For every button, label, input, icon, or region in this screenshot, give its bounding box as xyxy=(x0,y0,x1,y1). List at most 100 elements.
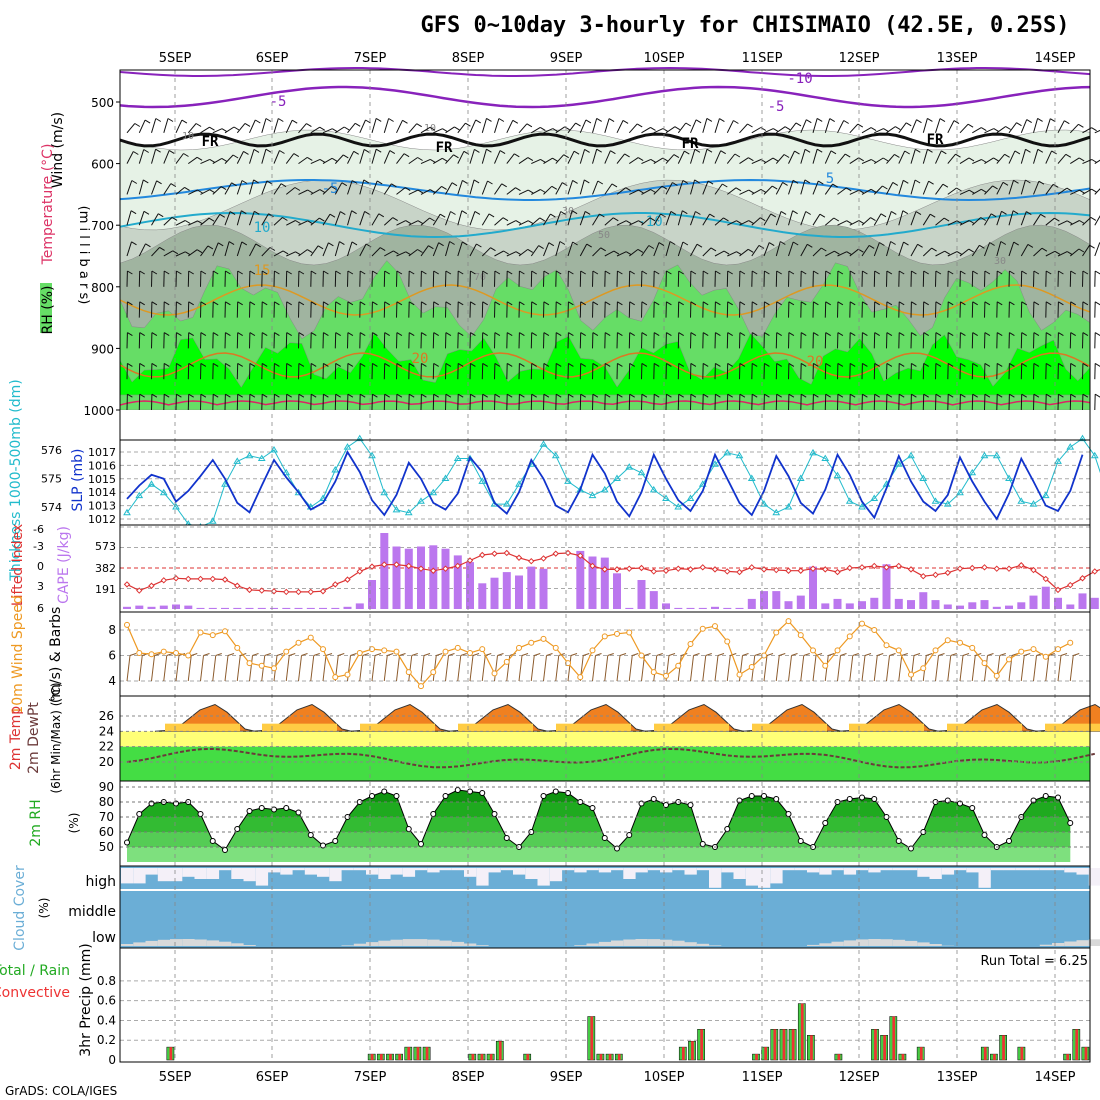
wind-barb xyxy=(788,122,797,134)
precip-conv-bar xyxy=(764,1047,767,1060)
rh-line-point xyxy=(981,832,988,838)
wind-speed-line-point xyxy=(430,669,437,676)
surface-barb xyxy=(310,655,315,682)
wind-barb-flag xyxy=(844,153,851,158)
wind-barb-flag xyxy=(882,157,889,162)
wind-barb-flag xyxy=(641,301,648,306)
wind-barb-flag xyxy=(800,393,807,398)
wind-barb-flag xyxy=(584,148,590,153)
wind-barb-flag xyxy=(1091,159,1098,163)
wind-barb-flag xyxy=(968,220,975,224)
wind-barb xyxy=(420,158,431,165)
wind-barb-flag xyxy=(898,362,905,367)
cloud-low-gap xyxy=(439,940,452,946)
wind-barb-flag xyxy=(751,393,758,398)
wind-barb-flag xyxy=(1054,250,1061,255)
wind-barb-flag xyxy=(476,243,482,248)
cape-bar xyxy=(576,550,585,609)
surface-barb-flag xyxy=(227,653,235,656)
wind-barb-flag xyxy=(682,179,689,184)
slp-tick-label: 1012 xyxy=(88,513,116,526)
wind-barb-flag xyxy=(739,393,746,398)
wind-barb-flag xyxy=(658,242,665,247)
wind-barb-flag xyxy=(849,301,856,306)
wind-barb-flag xyxy=(527,248,534,253)
precip-conv-bar xyxy=(407,1047,411,1060)
wind-barb-flag xyxy=(960,270,966,275)
wind-barb-flag xyxy=(858,220,865,225)
wind-barb xyxy=(690,149,696,164)
wind-barb xyxy=(886,182,894,195)
cape-tick-label: 382 xyxy=(95,562,116,575)
wind-barb-flag xyxy=(457,362,464,367)
wind-barb xyxy=(579,119,587,133)
thickness-line-point xyxy=(637,468,646,476)
wind-barb-flag xyxy=(1025,179,1031,184)
precip-conv-bar xyxy=(810,1035,813,1060)
cloud-level-label: middle xyxy=(68,904,116,920)
wind-barb-flag xyxy=(650,158,657,163)
cloud-low-gap xyxy=(157,939,171,946)
slp-line xyxy=(126,450,1084,521)
rh-tick-label: 90 xyxy=(99,780,114,794)
wind-barb-flag xyxy=(573,150,580,155)
wind-barb-flag xyxy=(159,246,165,251)
wind-barb xyxy=(788,210,794,226)
wind-barb xyxy=(334,154,344,164)
surface-barb xyxy=(200,655,204,682)
wind-barb xyxy=(567,150,575,164)
wind-barb-flag xyxy=(200,393,207,398)
thickness-line-point xyxy=(870,494,879,501)
wind-barb xyxy=(163,183,172,195)
wind-barb-flag xyxy=(225,301,231,306)
wind-barb-flag xyxy=(825,362,831,367)
cloud-high-gap xyxy=(782,868,795,871)
wind-barb-flag xyxy=(155,118,162,122)
wind-barb-flag xyxy=(1009,301,1015,306)
wind-barb-flag xyxy=(1040,213,1046,218)
cape-bar xyxy=(968,602,977,609)
surface-barb-flag xyxy=(889,653,896,656)
wind-barbs xyxy=(126,117,1100,411)
li-marker xyxy=(687,566,694,573)
cloud-low-gap xyxy=(917,942,930,946)
wind-barb xyxy=(298,220,308,226)
wind-barb-flag xyxy=(829,118,835,123)
cloud-high-gap xyxy=(476,868,489,886)
wind-barb-flag xyxy=(927,148,933,153)
wind-barb xyxy=(285,187,296,195)
wind-barb-flag xyxy=(1012,210,1019,215)
rh-line-point xyxy=(1067,820,1074,826)
surface-barb-flag xyxy=(754,653,761,656)
date-label-bottom: 9SEP xyxy=(550,1070,583,1085)
wind-barb-flag xyxy=(494,301,501,306)
wind-barb-flag xyxy=(171,216,178,221)
wind-barb xyxy=(383,150,391,164)
wind-barb-flag xyxy=(130,210,137,215)
wind-barb xyxy=(800,119,807,133)
wind-barb-flag xyxy=(649,217,656,222)
cape-bar xyxy=(257,607,266,609)
wind-barb-flag xyxy=(1070,270,1076,275)
surface-barb-flag xyxy=(742,653,749,656)
wind-barb xyxy=(200,158,211,165)
li-marker xyxy=(956,565,964,572)
wind-barb-flag xyxy=(813,332,819,337)
wind-barb xyxy=(677,180,684,195)
wind-barb-flag xyxy=(261,332,268,337)
cloud-low-gap xyxy=(807,944,820,946)
thickness-tick-label: 576 xyxy=(41,444,62,457)
wind-barb-flag xyxy=(935,270,942,275)
wind-barb-flag xyxy=(261,270,268,275)
wind-barb-flag xyxy=(806,119,812,124)
contour-10 xyxy=(119,211,1091,239)
cloud-high-gap xyxy=(549,868,563,882)
wind-barb xyxy=(151,180,158,195)
rh-line-point xyxy=(650,796,657,802)
wind-barb-flag xyxy=(1058,362,1064,367)
precip-tick-label: 0.4 xyxy=(97,1013,116,1027)
thickness-line-point xyxy=(992,451,1001,459)
wind-barb xyxy=(188,220,198,226)
wind-barb xyxy=(261,213,269,226)
wind-barb-flag xyxy=(604,362,611,367)
